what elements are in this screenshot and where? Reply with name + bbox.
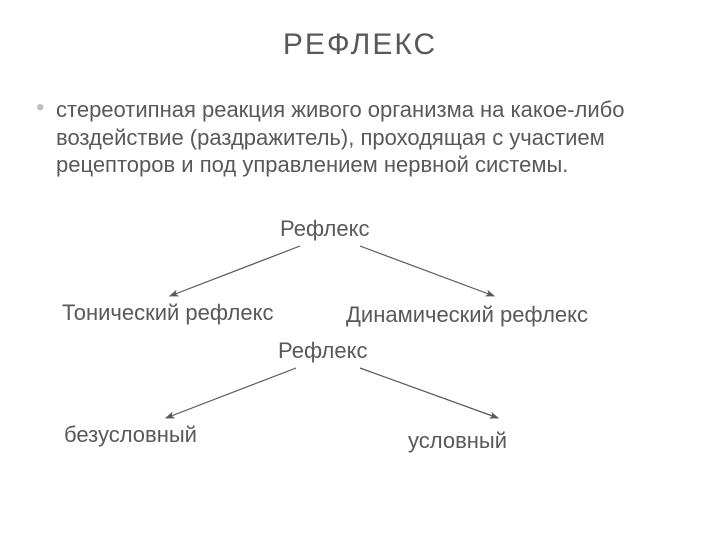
- slide-title: РЕФЛЕКС: [0, 28, 720, 62]
- node-root2: Рефлекс: [278, 338, 368, 364]
- node-dynam: Динамический рефлекс: [346, 302, 588, 328]
- edge-3: [360, 368, 498, 418]
- node-tonic: Тонический рефлекс: [62, 300, 273, 326]
- edge-0: [170, 246, 300, 296]
- diagram-arrows: [0, 0, 720, 540]
- edge-2: [166, 368, 296, 418]
- definition-text: стереотипная реакция живого организма на…: [56, 96, 656, 179]
- edge-1: [360, 246, 494, 296]
- node-root1: Рефлекс: [280, 216, 370, 242]
- node-uncond: безусловный: [64, 422, 197, 448]
- node-cond: условный: [408, 428, 507, 454]
- bullet-marker: •: [36, 96, 44, 120]
- slide: РЕФЛЕКС • стереотипная реакция живого ор…: [0, 0, 720, 540]
